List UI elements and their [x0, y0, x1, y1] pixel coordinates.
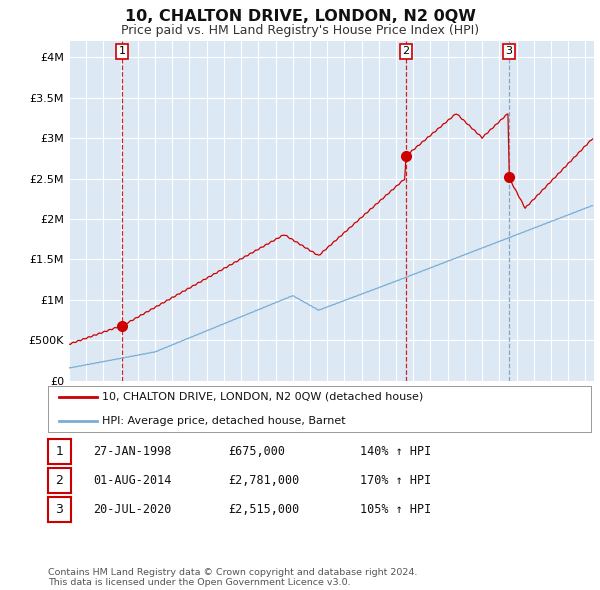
Text: £2,515,000: £2,515,000	[228, 503, 299, 516]
Text: 1: 1	[118, 47, 125, 57]
Text: 170% ↑ HPI: 170% ↑ HPI	[360, 474, 431, 487]
Text: 3: 3	[505, 47, 512, 57]
Text: 2: 2	[403, 47, 410, 57]
Text: £2,781,000: £2,781,000	[228, 474, 299, 487]
Text: 20-JUL-2020: 20-JUL-2020	[93, 503, 172, 516]
Text: 01-AUG-2014: 01-AUG-2014	[93, 474, 172, 487]
Text: 2: 2	[55, 474, 64, 487]
Text: 3: 3	[55, 503, 64, 516]
Text: 1: 1	[55, 445, 64, 458]
Text: 10, CHALTON DRIVE, LONDON, N2 0QW (detached house): 10, CHALTON DRIVE, LONDON, N2 0QW (detac…	[102, 392, 424, 402]
Text: 27-JAN-1998: 27-JAN-1998	[93, 445, 172, 458]
Text: HPI: Average price, detached house, Barnet: HPI: Average price, detached house, Barn…	[102, 416, 346, 426]
Text: 10, CHALTON DRIVE, LONDON, N2 0QW: 10, CHALTON DRIVE, LONDON, N2 0QW	[125, 9, 475, 24]
Text: Contains HM Land Registry data © Crown copyright and database right 2024.
This d: Contains HM Land Registry data © Crown c…	[48, 568, 418, 587]
Text: 140% ↑ HPI: 140% ↑ HPI	[360, 445, 431, 458]
Text: £675,000: £675,000	[228, 445, 285, 458]
Text: Price paid vs. HM Land Registry's House Price Index (HPI): Price paid vs. HM Land Registry's House …	[121, 24, 479, 37]
Text: 105% ↑ HPI: 105% ↑ HPI	[360, 503, 431, 516]
